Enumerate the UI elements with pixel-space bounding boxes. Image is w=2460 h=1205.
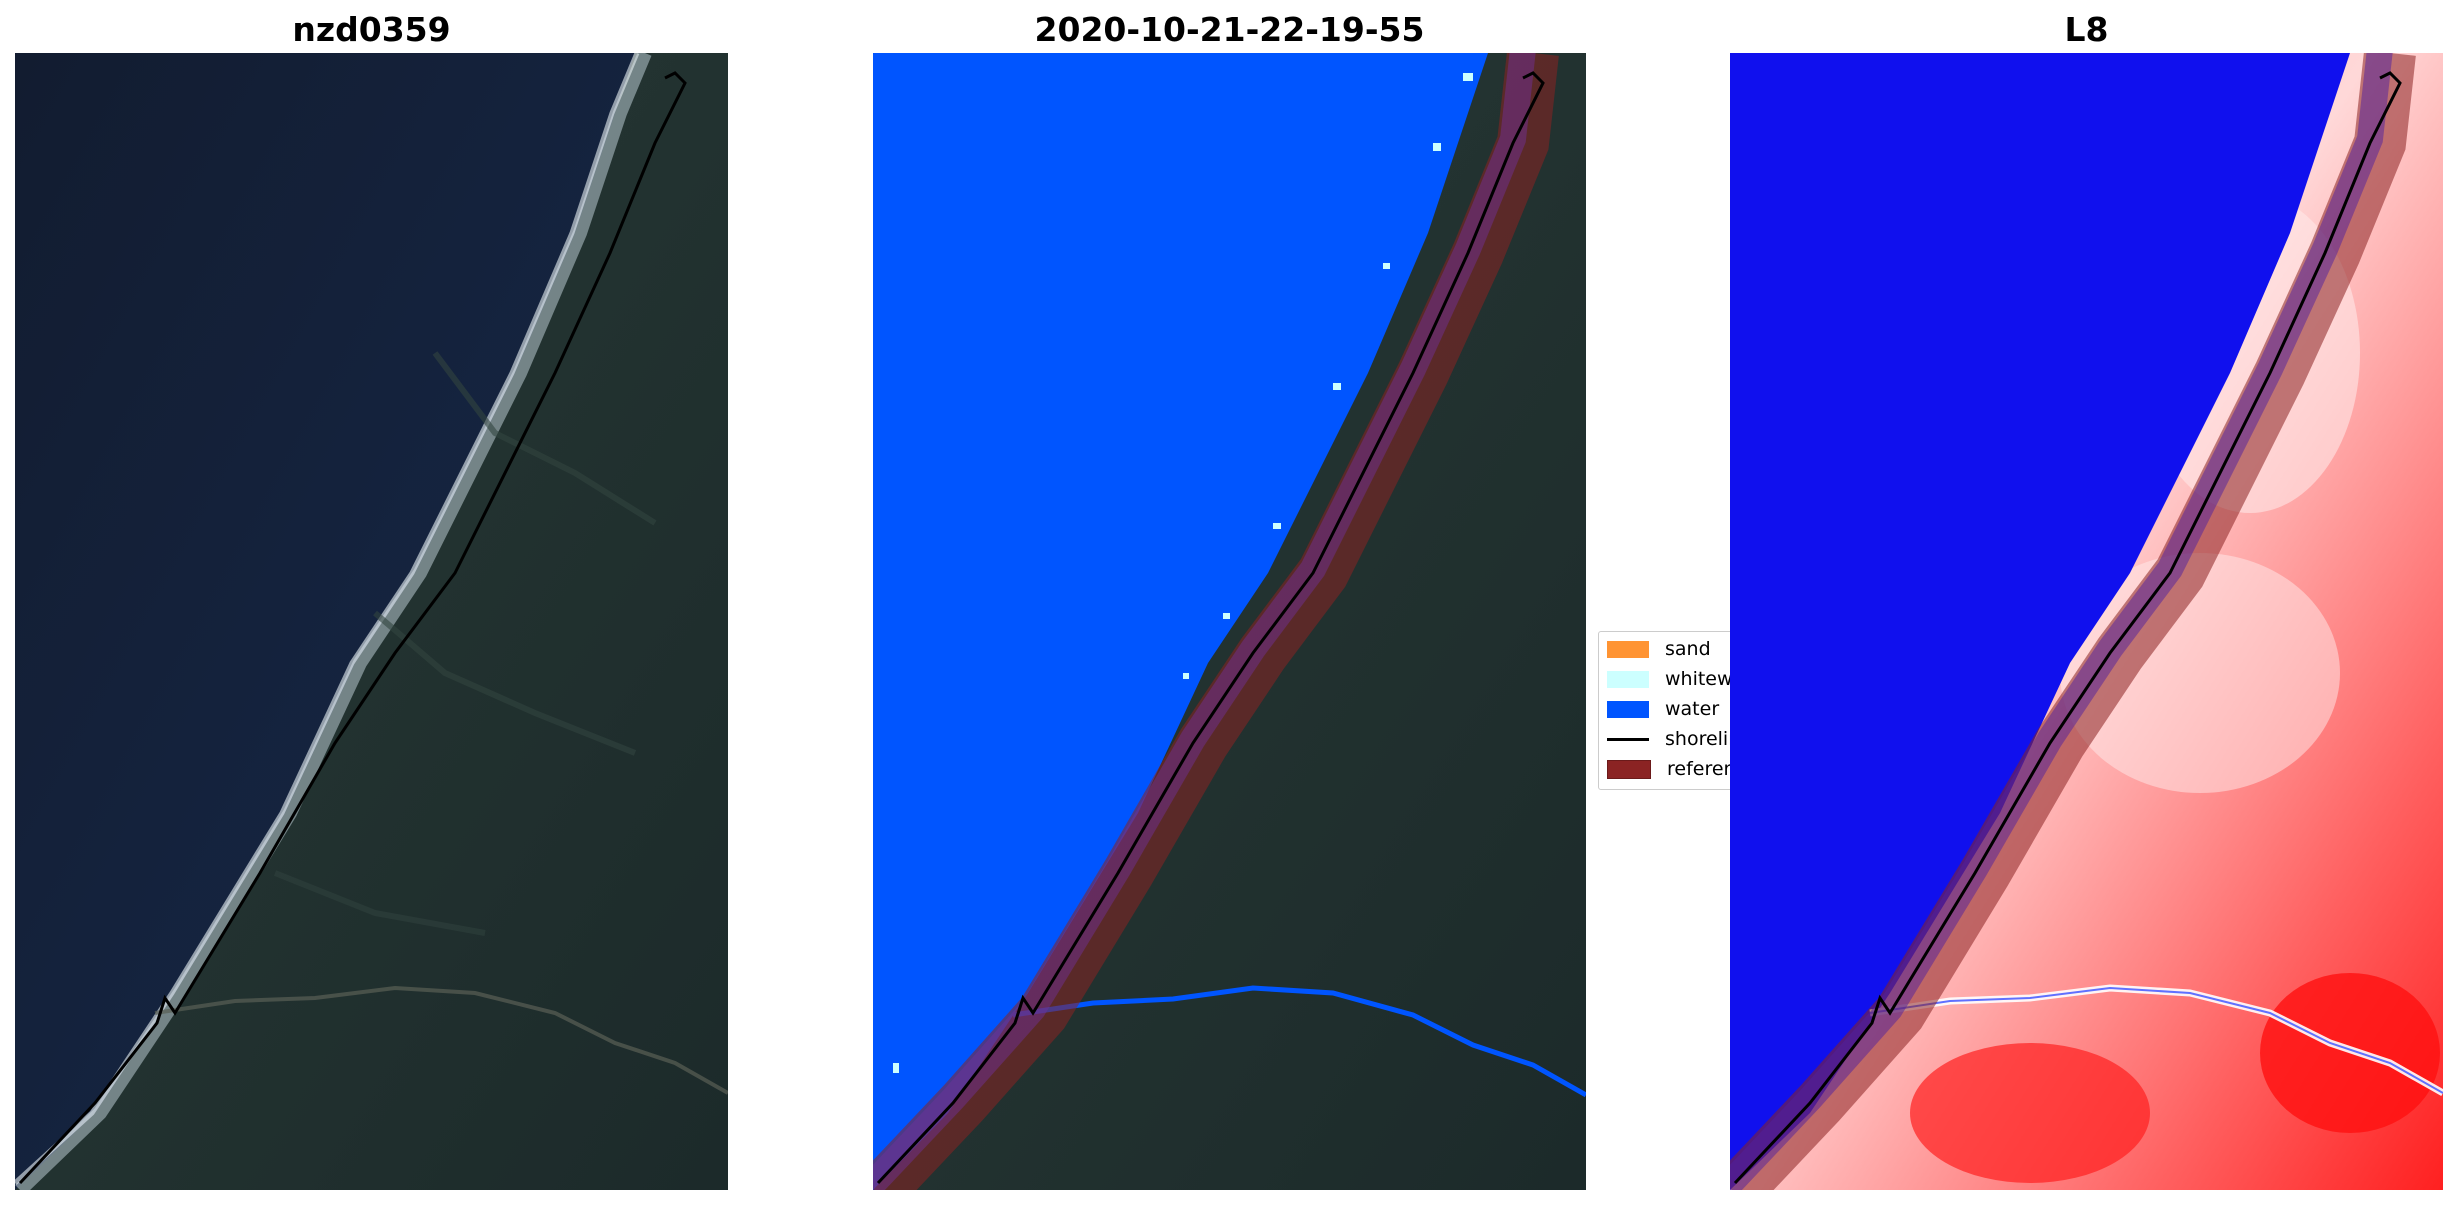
sea-area (15, 53, 635, 1190)
legend: sand whitewater water shoreline referenc… (1598, 631, 1736, 790)
mndwi-image-panel (1730, 53, 2443, 1190)
reference-shoreline-buffer (873, 53, 1559, 1190)
sand-swatch (1607, 640, 1649, 658)
legend-item-water: water (1607, 696, 1719, 722)
river-water-class (1012, 985, 1586, 1098)
surf-band (15, 53, 652, 1190)
legend-item-whitewater: whitewater (1607, 666, 1735, 692)
legend-item-sand: sand (1607, 636, 1711, 662)
classified-image-panel (873, 53, 1586, 1190)
river (154, 985, 728, 1095)
water-swatch (1607, 700, 1649, 718)
shoreline-swatch (1607, 737, 1649, 741)
whitewater-swatch (1607, 670, 1649, 688)
legend-item-reference-buffer: reference shoreline buffer (1607, 756, 1735, 782)
shoreline (18, 71, 687, 1185)
rgb-image-panel (15, 53, 728, 1190)
legend-item-shoreline: shoreline (1607, 726, 1735, 752)
water-mndwi (1730, 53, 2350, 1190)
whitewater-class (893, 73, 1473, 1073)
shoreline (1733, 71, 2402, 1185)
panel-title-classified: 2020-10-21-22-19-55 (1034, 10, 1425, 49)
shoreline (876, 71, 1545, 1185)
panel-title-sensor: L8 (2064, 10, 2109, 49)
reference-buffer-swatch (1607, 759, 1651, 779)
panel-title-rgb: nzd0359 (292, 10, 451, 49)
water-class (873, 53, 1488, 1190)
